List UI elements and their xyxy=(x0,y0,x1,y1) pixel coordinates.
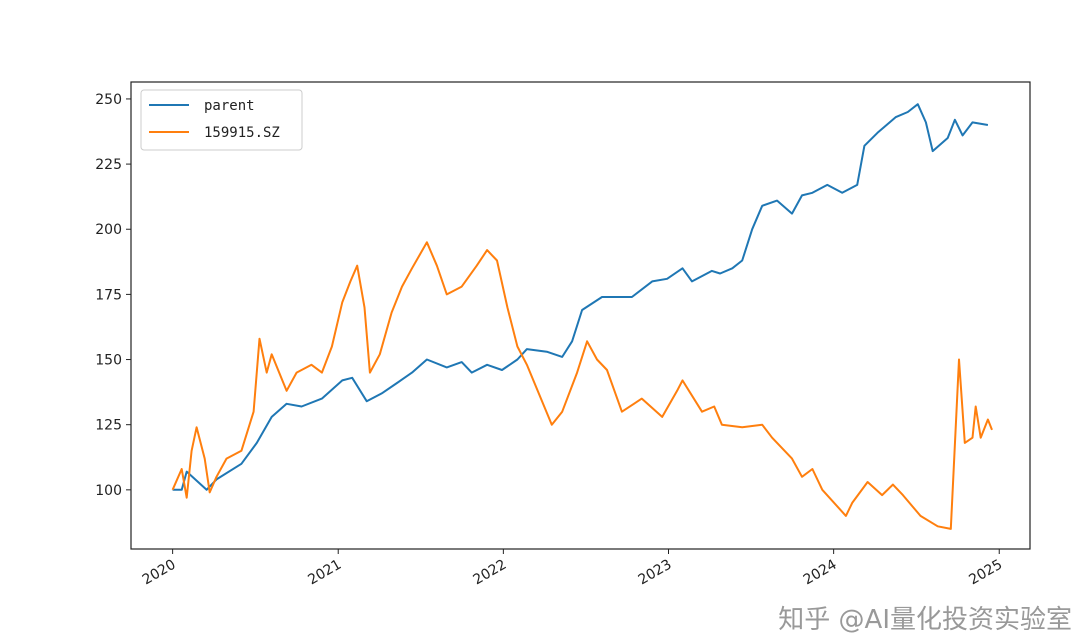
y-tick-label: 225 xyxy=(95,157,122,173)
watermark: 知乎 @AI量化投资实验室 xyxy=(778,605,1072,633)
x-axis: 2020 2021 2022 2023 2024 2025 xyxy=(140,549,1005,588)
x-tick-label: 2025 xyxy=(966,557,1005,589)
legend-label-parent: parent xyxy=(204,98,255,114)
x-tick-label: 2020 xyxy=(140,557,179,589)
y-tick-label: 150 xyxy=(95,353,122,369)
y-tick-label: 175 xyxy=(95,287,122,303)
x-tick-label: 2023 xyxy=(636,557,675,589)
plot-frame xyxy=(130,81,1031,550)
y-tick-label: 125 xyxy=(95,418,122,434)
y-axis: 100 125 150 175 200 225 250 xyxy=(95,92,131,499)
y-tick-label: 250 xyxy=(95,92,122,108)
y-tick-label: 100 xyxy=(95,483,122,499)
x-tick-label: 2022 xyxy=(470,557,509,589)
x-tick-label: 2021 xyxy=(305,557,344,589)
series-line-1 xyxy=(171,241,993,530)
legend: parent 159915.SZ xyxy=(140,89,303,151)
series-line-0 xyxy=(172,103,989,491)
y-tick-label: 200 xyxy=(95,222,122,238)
series-layer xyxy=(171,103,993,530)
x-tick-label: 2024 xyxy=(801,557,840,589)
legend-label-159915: 159915.SZ xyxy=(204,125,280,141)
